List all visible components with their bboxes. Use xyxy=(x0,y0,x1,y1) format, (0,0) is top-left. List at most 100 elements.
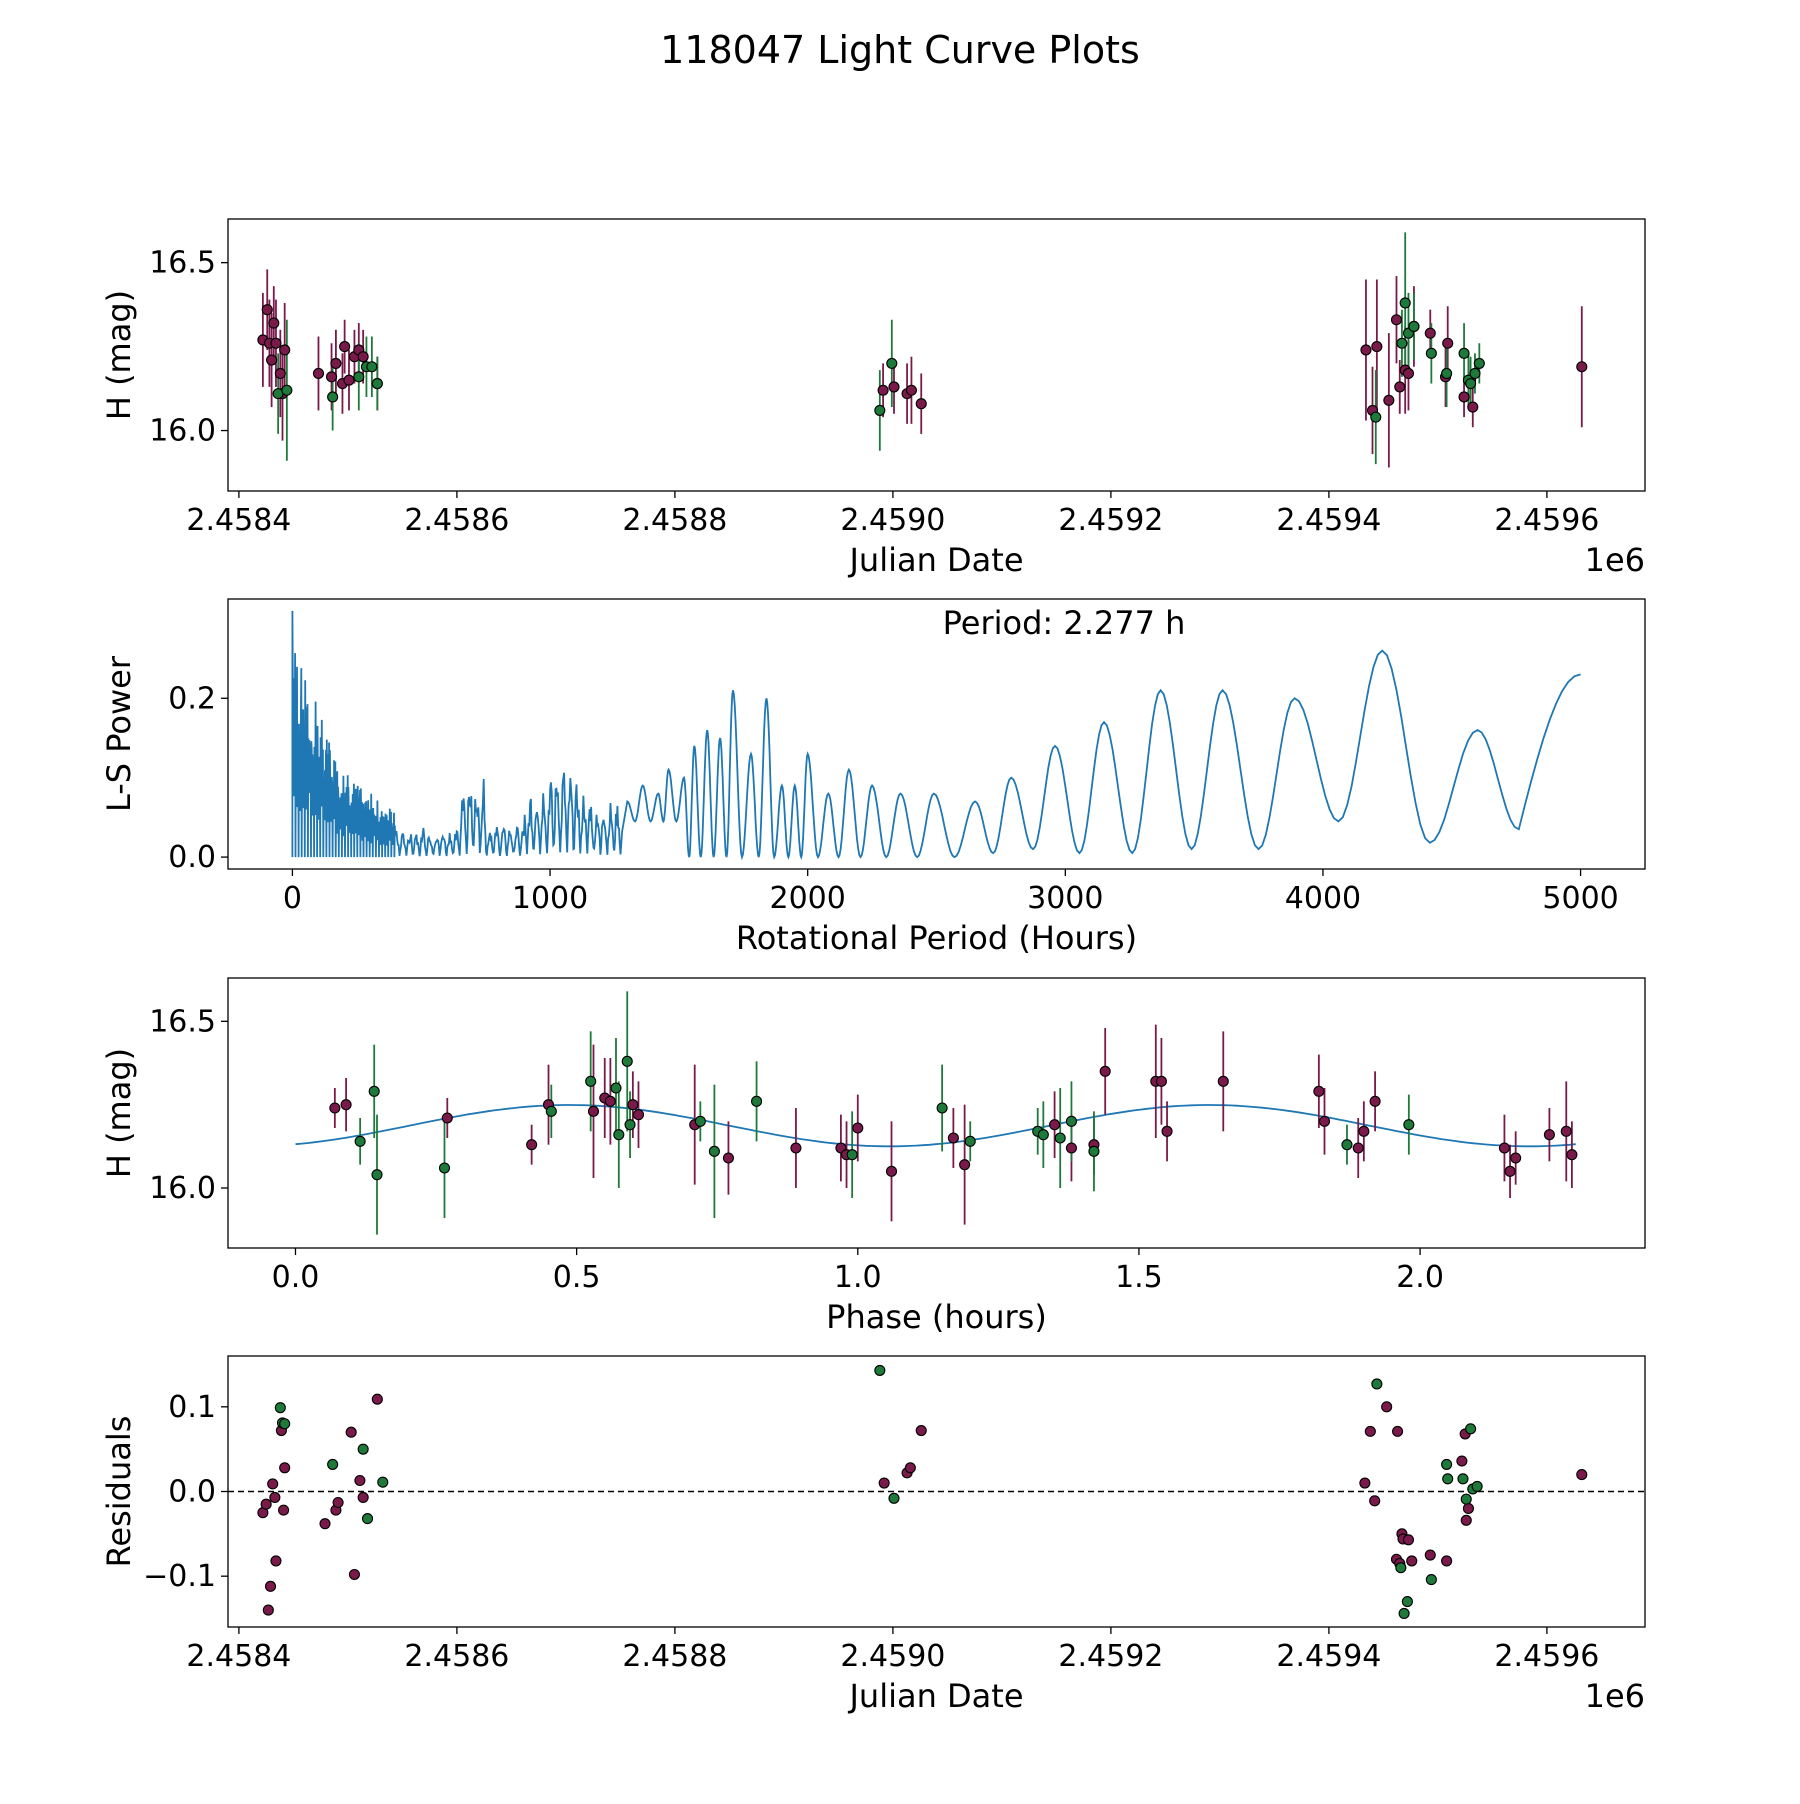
data-point-g xyxy=(368,1085,380,1097)
data-point-g xyxy=(874,1364,886,1376)
x-offset-label: 1e6 xyxy=(1585,541,1645,579)
data-point-r xyxy=(1313,1085,1325,1097)
x-tick-label: 4000 xyxy=(1285,881,1361,916)
data-point-g xyxy=(1399,297,1411,309)
data-point-r xyxy=(1369,1095,1381,1107)
x-tick-label: 0.0 xyxy=(272,1260,320,1295)
data-point-r xyxy=(343,374,355,386)
x-tick-label: 2.4588 xyxy=(622,503,727,538)
data-point-g xyxy=(624,1119,636,1131)
data-point-g xyxy=(371,1169,383,1181)
x-tick-label: 3000 xyxy=(1027,881,1103,916)
x-tick-label: 2.4588 xyxy=(622,1639,727,1674)
data-point-r xyxy=(1383,394,1395,406)
x-axis-label: Phase (hours) xyxy=(826,1298,1047,1336)
data-point-r xyxy=(1358,1125,1370,1137)
data-point-r xyxy=(1402,367,1415,380)
x-tick-label: 2.4586 xyxy=(404,503,509,538)
x-tick-label: 2.0 xyxy=(1396,1260,1444,1295)
y-axis-label: H (mag) xyxy=(100,290,138,420)
data-point-g xyxy=(1408,320,1420,333)
x-tick-label: 2.4594 xyxy=(1276,1639,1381,1674)
data-point-r xyxy=(1442,337,1454,349)
data-point-r xyxy=(261,304,273,316)
data-point-r xyxy=(587,1105,600,1117)
data-point-r xyxy=(279,344,291,356)
data-point-r xyxy=(1504,1165,1516,1177)
data-point-g xyxy=(1088,1145,1100,1157)
data-point-r xyxy=(915,398,927,410)
data-point-r xyxy=(1360,344,1372,356)
data-point-r xyxy=(1381,1401,1393,1413)
data-point-g xyxy=(1465,377,1477,390)
data-point-r xyxy=(959,1159,971,1171)
data-point-r xyxy=(312,367,325,380)
plot-frame xyxy=(227,598,1646,870)
data-point-r xyxy=(1510,1152,1522,1164)
panel-raw_lightcurve: 2.4584 2.4586 2.4588 2.4590 2.4592 2.4594 2.45… xyxy=(100,218,1646,579)
data-point-r xyxy=(345,1426,357,1438)
x-axis-label: Julian Date xyxy=(847,541,1023,579)
data-point-g xyxy=(366,361,378,373)
data-point-r xyxy=(1392,1425,1404,1437)
data-point-r xyxy=(878,1477,890,1489)
data-point-g xyxy=(545,1105,557,1117)
data-point-r xyxy=(332,1496,344,1509)
data-point-g xyxy=(585,1075,597,1087)
data-point-r xyxy=(1576,361,1588,373)
data-point-g xyxy=(1401,1596,1413,1608)
y-tick-label: 16.0 xyxy=(149,1171,216,1206)
y-tick-label: 16.5 xyxy=(149,1004,216,1039)
data-point-r xyxy=(904,1462,916,1474)
data-point-g xyxy=(621,1055,633,1067)
data-point-g xyxy=(1371,1378,1383,1390)
data-point-r xyxy=(329,1102,341,1114)
data-point-g xyxy=(354,1135,366,1147)
data-point-r xyxy=(722,1152,734,1164)
x-offset-label: 1e6 xyxy=(1585,1677,1645,1715)
data-point-r xyxy=(1217,1075,1229,1087)
data-point-g xyxy=(610,1082,622,1094)
x-tick-label: 2.4586 xyxy=(404,1639,509,1674)
data-point-r xyxy=(267,1478,279,1490)
data-point-r xyxy=(1155,1075,1167,1087)
data-point-g xyxy=(613,1129,625,1141)
data-point-r xyxy=(1161,1125,1173,1137)
data-point-r xyxy=(260,1498,272,1510)
y-tick-label: 16.0 xyxy=(149,414,216,449)
data-point-g xyxy=(438,1162,451,1174)
data-point-g xyxy=(846,1149,858,1161)
data-point-r xyxy=(269,1491,281,1503)
data-point-g xyxy=(327,391,339,403)
data-point-g xyxy=(1469,367,1481,380)
data-point-g xyxy=(1037,1129,1049,1141)
data-point-r xyxy=(1462,1502,1474,1514)
data-point-g xyxy=(1341,1139,1353,1151)
data-point-r xyxy=(279,1462,291,1474)
data-point-g xyxy=(1370,411,1382,423)
panel-periodogram: 0 1000 2000 3000 4000 5000 0.0 0.2 Rotational Pe… xyxy=(100,598,1646,957)
y-tick-label: 0.1 xyxy=(168,1390,216,1425)
data-point-r xyxy=(266,354,278,366)
x-tick-label: 2.4596 xyxy=(1494,1639,1599,1674)
data-point-r xyxy=(319,1518,331,1530)
data-point-r xyxy=(632,1109,645,1121)
period-annotation: Period: 2.277 h xyxy=(943,604,1186,642)
x-tick-label: 1000 xyxy=(512,881,588,916)
fit-curve xyxy=(295,1104,1576,1148)
data-point-r xyxy=(1543,1129,1555,1141)
data-point-r xyxy=(852,1122,864,1134)
data-point-r xyxy=(1406,1555,1418,1567)
plot-frame xyxy=(227,977,1646,1249)
y-tick-label: −0.1 xyxy=(143,1559,216,1594)
data-point-g xyxy=(1441,1458,1453,1470)
y-tick-label: 16.5 xyxy=(149,246,216,281)
figure-title: 118047 Light Curve Plots xyxy=(660,28,1140,72)
data-point-g xyxy=(1473,357,1485,369)
data-point-g xyxy=(874,404,886,416)
data-point-g xyxy=(694,1115,706,1127)
data-point-g xyxy=(1460,1493,1472,1505)
data-point-g xyxy=(1403,1119,1415,1131)
data-point-r xyxy=(915,1424,927,1437)
